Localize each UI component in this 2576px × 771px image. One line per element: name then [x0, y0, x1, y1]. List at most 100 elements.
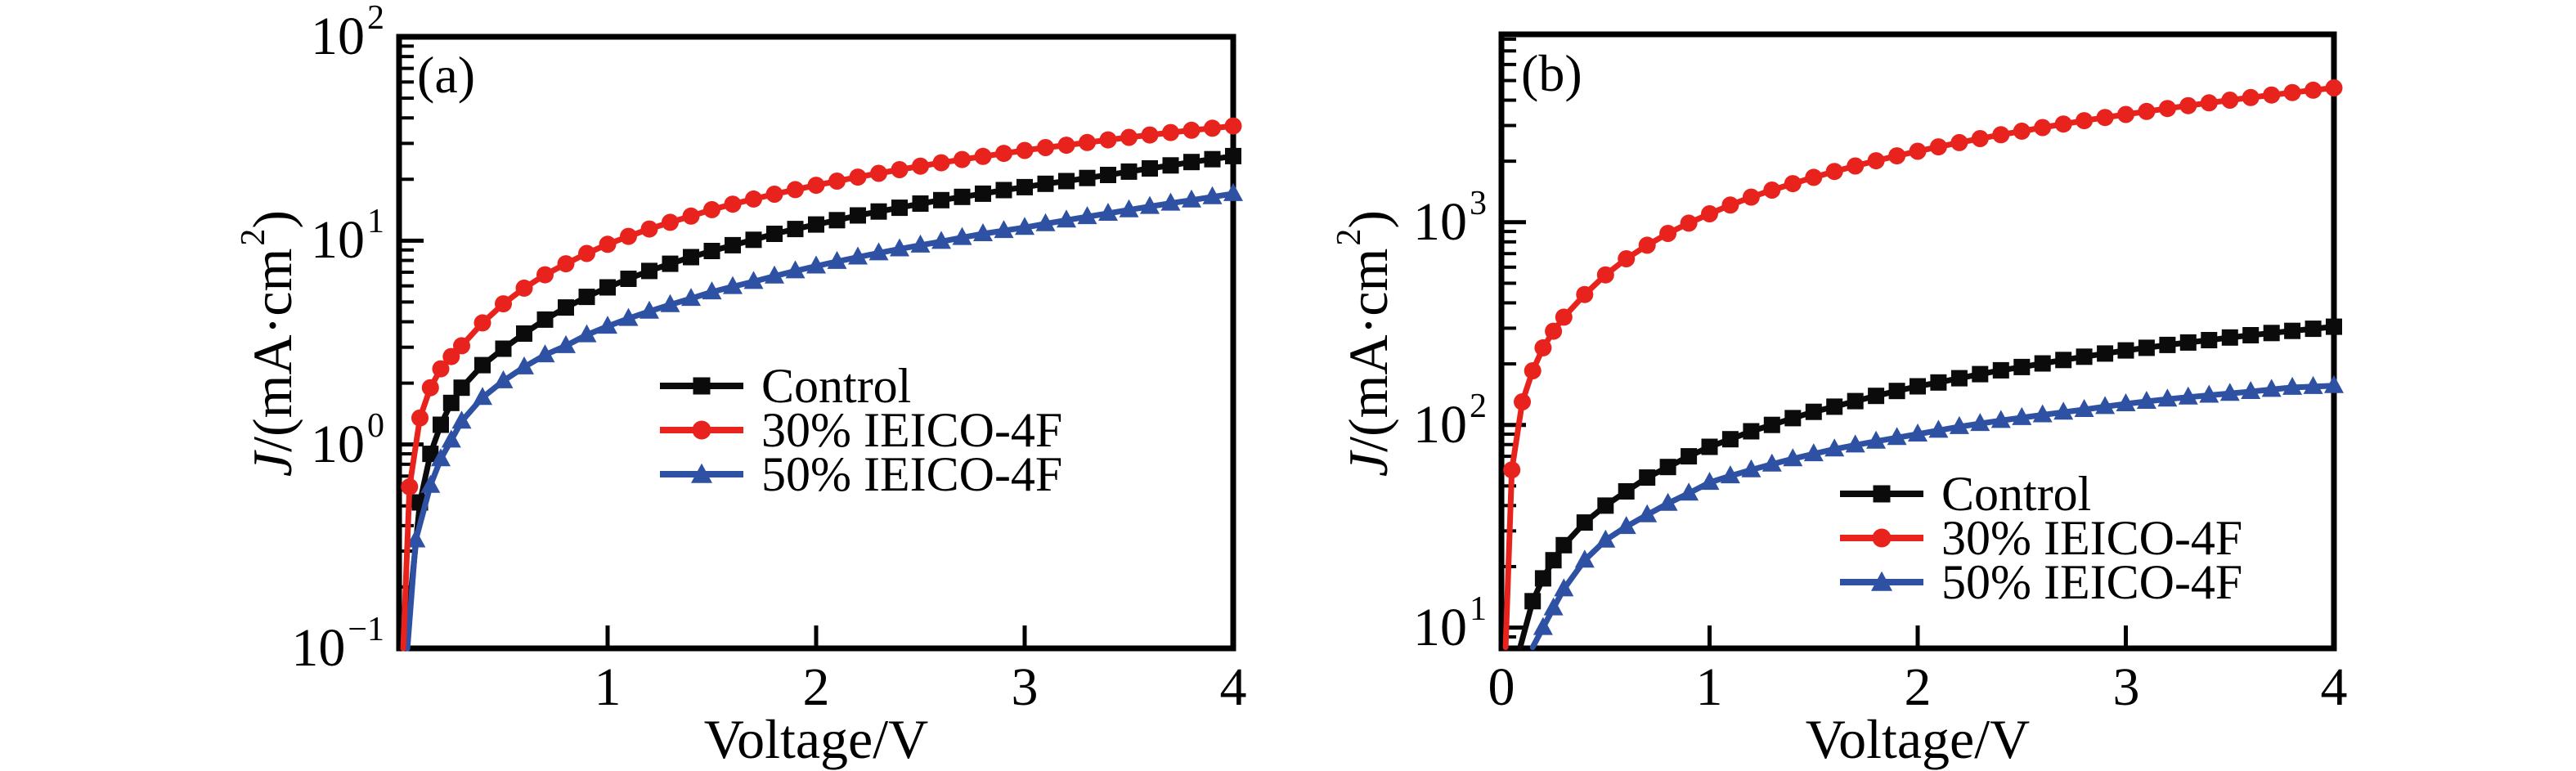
square-marker: [1910, 378, 1926, 395]
triangle-marker: [1533, 616, 1553, 635]
square-marker: [453, 379, 470, 397]
triangle-marker: [931, 231, 951, 249]
square-marker: [2326, 318, 2342, 335]
square-marker: [2179, 334, 2197, 351]
square-marker: [808, 216, 824, 233]
triangle-marker: [1741, 459, 1761, 477]
square-marker: [995, 182, 1012, 199]
square-marker: [1079, 169, 1096, 186]
circle-marker: [870, 164, 887, 182]
square-marker: [442, 394, 460, 411]
triangle-marker: [420, 474, 441, 493]
circle-marker: [1183, 121, 1200, 139]
tick-base: 10: [311, 415, 365, 474]
square-marker: [578, 289, 595, 306]
square-marker: [683, 249, 699, 266]
ylabel-close: ): [241, 209, 303, 229]
triangle-marker-icon: [691, 463, 712, 483]
y-tick-label-1e-1-a: 10 −1: [164, 612, 384, 681]
triangle-marker: [1679, 482, 1699, 501]
circle-marker: [421, 379, 439, 397]
circle-marker: [401, 477, 419, 495]
circle-marker: [557, 255, 575, 273]
square-marker: [1058, 173, 1075, 190]
square-marker: [2284, 322, 2301, 339]
triangle-marker: [2136, 391, 2156, 409]
triangle-marker: [556, 334, 576, 353]
circle-marker: [745, 190, 762, 208]
circle-marker: [1545, 322, 1563, 340]
triangle-marker: [910, 234, 931, 253]
triangle-marker: [2074, 399, 2094, 417]
legend-item-50pct-a: 50% IEICO-4F: [660, 442, 1062, 507]
circle-marker: [1763, 182, 1781, 199]
x-tick-4-a: 4: [1219, 657, 1247, 717]
legend-marker-30pct: [660, 420, 743, 440]
x-tick-1-b: 1: [1695, 657, 1723, 717]
triangle-marker: [848, 246, 868, 265]
square-marker: [2304, 321, 2322, 338]
triangle-marker: [702, 281, 722, 300]
circle-marker: [974, 147, 992, 165]
x-tick-0-b: 0: [1488, 657, 1515, 717]
triangle-marker: [1057, 209, 1076, 228]
circle-marker-icon: [692, 420, 711, 440]
circle-marker: [2096, 109, 2114, 127]
square-marker: [954, 188, 971, 205]
circle-marker: [932, 154, 950, 172]
tick-base: 10: [1413, 598, 1467, 657]
triangle-marker: [618, 307, 639, 326]
square-marker: [1950, 370, 1968, 387]
triangle-marker: [1077, 206, 1097, 225]
circle-marker: [1888, 147, 1906, 165]
square-marker: [1162, 157, 1179, 174]
triangle-marker: [723, 276, 743, 294]
square-marker: [2013, 358, 2031, 375]
square-marker: [1120, 163, 1138, 180]
circle-marker: [2076, 112, 2094, 130]
triangle-marker: [2095, 396, 2116, 415]
square-marker: [1618, 483, 1635, 500]
tick-exp: 3: [1470, 184, 1487, 222]
triangle-marker: [1720, 465, 1740, 484]
circle-marker: [2034, 119, 2052, 137]
circle-marker: [1037, 139, 1054, 156]
circle-marker: [1099, 131, 1117, 149]
x-tick-2-b: 2: [1904, 657, 1932, 717]
square-marker: [1534, 570, 1551, 587]
circle-marker: [1847, 157, 1865, 175]
legend-label: 50% IEICO-4F: [761, 447, 1063, 501]
triangle-marker: [406, 529, 426, 548]
y-tick-label-1e3-b: 10 3: [1266, 186, 1487, 255]
square-marker: [1597, 497, 1614, 514]
square-marker: [1639, 469, 1656, 486]
triangle-marker: [2324, 374, 2344, 393]
ylabel-symbol: J: [1337, 451, 1399, 477]
legend-label: Control: [1941, 467, 2092, 521]
triangle-marker: [1887, 427, 1907, 446]
y-tick-label-1e1-a: 10 1: [164, 204, 384, 273]
triangle-marker: [1554, 578, 1574, 597]
square-marker: [2263, 325, 2280, 342]
square-marker: [787, 221, 804, 238]
square-marker: [1721, 431, 1739, 448]
square-marker: [1930, 374, 1947, 391]
triangle-marker: [1595, 529, 1616, 548]
triangle-marker: [2178, 386, 2198, 405]
circle-marker: [536, 266, 554, 284]
circle-marker: [578, 244, 595, 262]
circle-marker: [2200, 94, 2218, 112]
circle-marker: [1120, 128, 1138, 146]
square-marker: [1555, 536, 1573, 554]
triangle-marker: [577, 324, 597, 343]
triangle-marker: [2219, 383, 2240, 401]
square-marker: [433, 416, 449, 433]
circle-marker: [473, 314, 491, 332]
circle-marker: [1016, 141, 1034, 159]
circle-marker: [995, 145, 1012, 163]
tick-exp: −1: [348, 610, 384, 648]
triangle-marker: [2032, 404, 2053, 423]
square-marker: [558, 299, 574, 316]
circle-marker: [1079, 133, 1096, 151]
